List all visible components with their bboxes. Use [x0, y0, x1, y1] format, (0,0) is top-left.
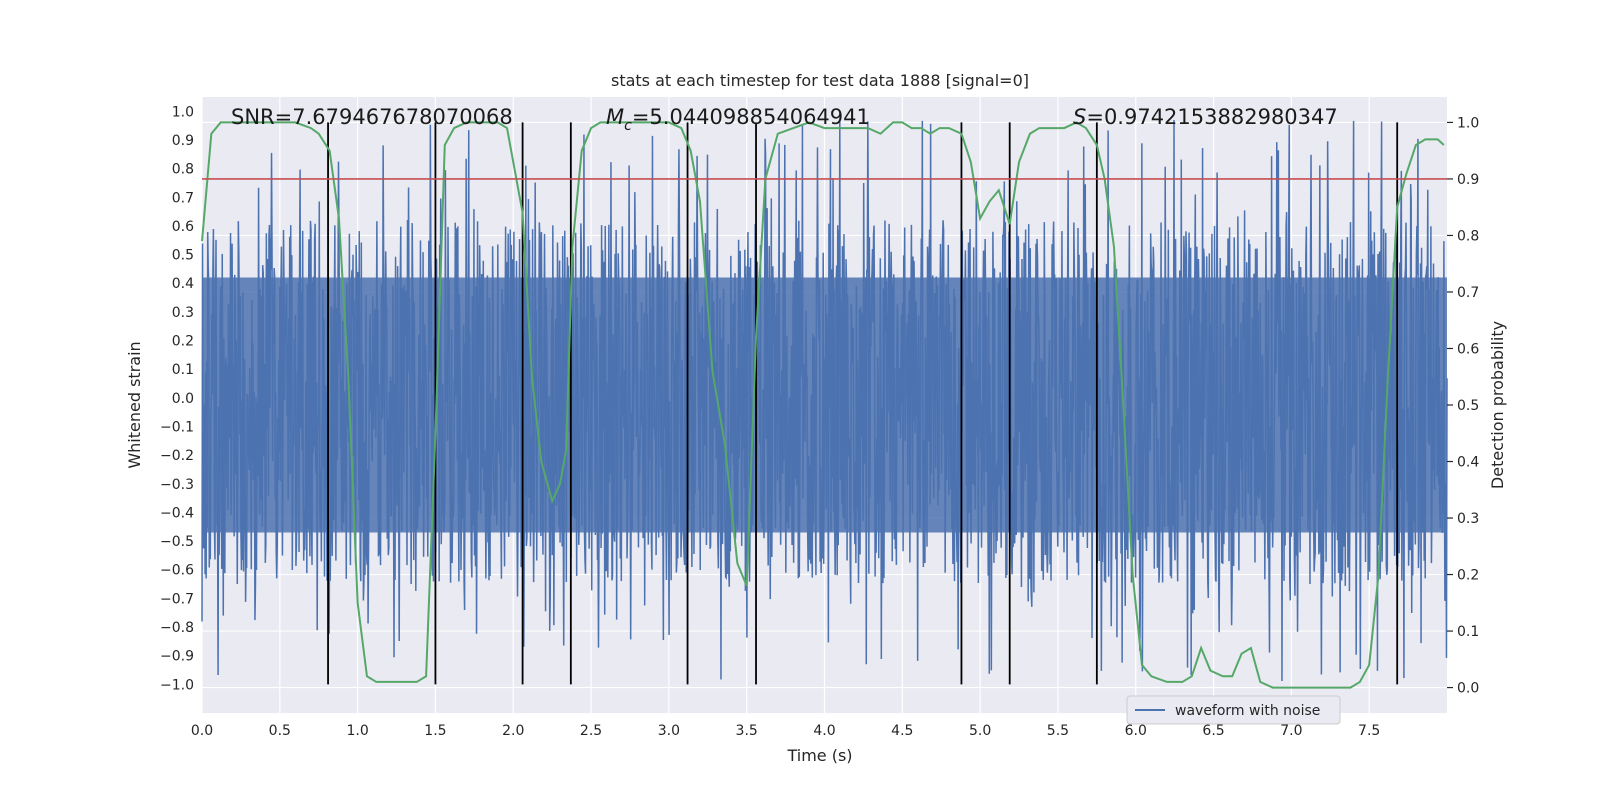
x-tick-label: 7.0	[1280, 723, 1302, 739]
y-tick-label: 0.8	[172, 162, 194, 178]
y2-tick-label: 0.5	[1457, 398, 1479, 414]
y-tick-label: 0.3	[172, 305, 194, 321]
y2-tick-label: 0.3	[1457, 511, 1479, 527]
legend-label: waveform with noise	[1175, 703, 1320, 719]
s-symbol: S	[1073, 105, 1086, 129]
y-tick-label: −0.3	[160, 477, 194, 493]
chart-title: stats at each timestep for test data 188…	[611, 71, 1029, 90]
x-tick-label: 1.0	[346, 723, 368, 739]
waveform-series	[201, 119, 1448, 682]
y-tick-label: −0.2	[160, 448, 194, 464]
x-tick-label: 7.5	[1358, 723, 1380, 739]
y2-tick-label: 0.2	[1457, 568, 1479, 584]
y2-tick-label: 0.1	[1457, 624, 1479, 640]
y-tick-label: −0.7	[160, 591, 194, 607]
waveform-core-band	[202, 277, 1447, 533]
x-tick-label: 2.0	[502, 723, 524, 739]
y-tick-label: 0.2	[172, 334, 194, 350]
y-tick-label: −0.5	[160, 534, 194, 550]
x-tick-label: 3.5	[736, 723, 758, 739]
x-tick-label: 5.0	[969, 723, 991, 739]
y-tick-label: 0.0	[172, 391, 194, 407]
y2-tick-label: 0.7	[1457, 285, 1479, 301]
chirp-mass-subscript: c	[624, 118, 632, 134]
x-axis-ticks: 0.0 0.5 1.0 1.5 2.0 2.5 3.0 3.5 4.0 4.5 5.0 5.5 6.0 6…	[191, 723, 1380, 739]
s-annotation: S=0.9742153882980347	[1073, 105, 1338, 129]
y-tick-label: −0.4	[160, 505, 194, 521]
x-tick-label: 1.5	[424, 723, 446, 739]
y-axis-title: Whitened strain	[125, 341, 144, 468]
y2-axis-title: Detection probability	[1488, 321, 1507, 489]
x-tick-label: 0.0	[191, 723, 213, 739]
y2-axis-ticks: 1.0 0.9 0.8 0.7 0.6 0.5 0.4 0.3 0.2 0.1 0.0	[1447, 115, 1479, 697]
y2-tick-label: 0.0	[1457, 681, 1479, 697]
chirp-mass-value: =5.044098854064941	[632, 105, 870, 129]
snr-annotation: SNR=7.679467678070068	[231, 105, 513, 129]
legend-box	[1126, 695, 1341, 725]
y2-tick-label: 0.8	[1457, 228, 1479, 244]
y-tick-label: 0.5	[172, 248, 194, 264]
y2-tick-label: 0.4	[1457, 455, 1479, 471]
s-value: =0.9742153882980347	[1086, 105, 1337, 129]
y2-tick-label: 1.0	[1457, 115, 1479, 131]
y-tick-label: −0.1	[160, 419, 194, 435]
y-tick-label: −0.9	[160, 649, 194, 665]
y-tick-label: 0.9	[172, 133, 194, 149]
x-tick-label: 6.0	[1125, 723, 1147, 739]
y-tick-label: 0.4	[172, 276, 194, 292]
x-tick-label: 0.5	[269, 723, 291, 739]
y2-tick-label: 0.6	[1457, 341, 1479, 357]
probability-series	[201, 121, 1447, 689]
y-axis-ticks: 1.0 0.9 0.8 0.7 0.6 0.5 0.4 0.3 0.2 0.1 0.0 −0.1 −0.…	[160, 104, 194, 693]
x-tick-label: 5.5	[1047, 723, 1069, 739]
x-tick-label: 4.0	[813, 723, 835, 739]
y-tick-label: 0.1	[172, 362, 194, 378]
y-tick-label: 0.6	[172, 219, 194, 235]
y-tick-label: −1.0	[160, 677, 194, 693]
y-tick-label: −0.8	[160, 620, 194, 636]
legend: waveform with noise	[1126, 695, 1341, 725]
x-tick-label: 4.5	[891, 723, 913, 739]
chirp-mass-annotation: Mc=5.044098854064941	[606, 105, 870, 134]
y2-tick-label: 0.9	[1457, 172, 1479, 188]
x-tick-label: 3.0	[658, 723, 680, 739]
probability-line	[201, 121, 1445, 689]
y-tick-label: 1.0	[172, 104, 194, 120]
x-axis-title: Time (s)	[786, 746, 852, 765]
chirp-mass-symbol: M	[606, 105, 624, 129]
x-tick-label: 2.5	[580, 723, 602, 739]
x-tick-label: 6.5	[1202, 723, 1224, 739]
y-tick-label: 0.7	[172, 190, 194, 206]
y-tick-label: −0.6	[160, 563, 194, 579]
